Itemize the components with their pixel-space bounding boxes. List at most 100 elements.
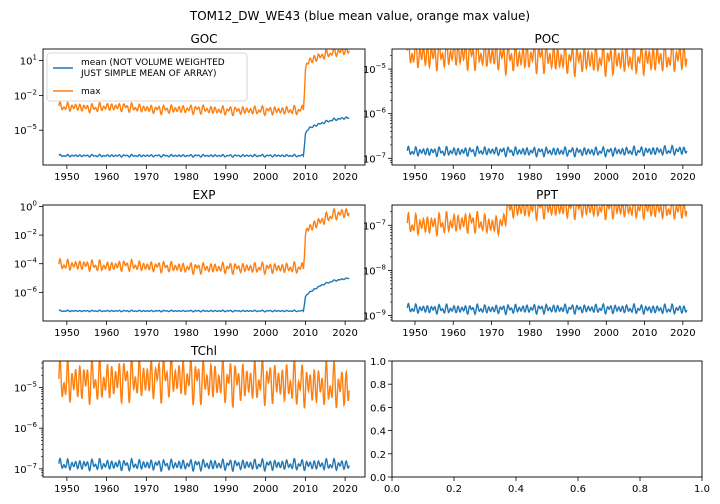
x-tick-label: 0.0 <box>384 484 400 495</box>
x-tick-label: 2010 <box>632 328 657 339</box>
legend-label-mean: mean (NOT VOLUME WEIGHTED <box>81 58 225 68</box>
x-tick-label: 1960 <box>441 328 466 339</box>
y-tick-label: 0.2 <box>370 450 386 461</box>
x-tick-label: 1950 <box>54 172 79 183</box>
x-tick-label: 0.6 <box>570 484 586 495</box>
legend-label-mean-2: JUST SIMPLE MEAN OF ARRAY) <box>80 69 217 79</box>
series-line-max <box>58 49 350 117</box>
x-tick-label: 1960 <box>94 484 119 495</box>
series-line-mean <box>58 457 350 473</box>
axes-frame <box>42 204 366 322</box>
y-tick-label: 100 <box>20 199 37 213</box>
x-tick-label: 1970 <box>479 172 504 183</box>
panel-exp: EXP 1950 1960 1970 1980 1990 2000 2010 2020 100 10… <box>14 188 366 339</box>
x-tick-label: 2010 <box>632 172 657 183</box>
x-tick-label: 1970 <box>134 484 159 495</box>
panel-title: PPT <box>536 188 558 202</box>
y-tick-label: 10−7 <box>363 218 386 232</box>
x-tick-label: 0.8 <box>632 484 648 495</box>
x-tick-label: 1960 <box>441 172 466 183</box>
panel-ppt: PPT 1950 1960 1970 1980 1990 2000 2010 2020 10−7 1… <box>363 188 703 339</box>
x-tick-label: 1950 <box>402 328 427 339</box>
series-line-max <box>58 207 350 276</box>
series-line-max <box>406 205 688 238</box>
y-tick-label: 101 <box>20 54 37 68</box>
x-tick-label: 1970 <box>134 172 159 183</box>
x-tick-label: 1990 <box>213 328 238 339</box>
x-tick-label: 1960 <box>94 328 119 339</box>
panel-title: GOC <box>190 32 217 46</box>
y-tick-label: 10−4 <box>14 257 38 271</box>
series-line-mean <box>406 302 688 316</box>
y-tick-label: 10−2 <box>14 228 37 242</box>
y-tick-label: 1.0 <box>370 357 386 368</box>
panel-title: TChl <box>190 344 217 358</box>
axes-frame <box>391 48 703 166</box>
y-tick-label: 10−7 <box>14 462 37 476</box>
x-tick-label: 2020 <box>332 328 357 339</box>
axes-frame <box>42 48 366 166</box>
y-tick-label: 10−5 <box>14 380 37 394</box>
y-tick-label: 0.8 <box>370 380 386 391</box>
series-line-max <box>58 361 350 409</box>
y-tick-label: 10−5 <box>14 123 37 137</box>
y-tick-label: 10−8 <box>363 263 386 277</box>
x-tick-label: 1990 <box>213 172 238 183</box>
x-tick-label: 1970 <box>134 328 159 339</box>
series-line-mean <box>406 144 688 158</box>
x-tick-label: 2020 <box>332 172 357 183</box>
y-tick-label: 0.0 <box>370 473 386 484</box>
panel-goc: GOC 1950 1960 1970 1980 1990 2000 2010 2020 101 10… <box>14 32 366 183</box>
figure-suptitle: TOM12_DW_WE43 (blue mean value, orange m… <box>189 9 530 23</box>
panel-tchl: TChl 1950 1960 1970 1980 1990 2000 2010 2020 10−5… <box>14 344 366 495</box>
axes-frame <box>391 360 703 478</box>
x-tick-label: 1950 <box>54 328 79 339</box>
legend-box <box>46 52 248 102</box>
panel-poc: POC 1950 1960 1970 1980 1990 2000 2010 2020 10−5 1… <box>363 32 703 183</box>
y-tick-label: 10−6 <box>14 421 38 435</box>
panel-title: EXP <box>192 188 215 202</box>
x-tick-label: 1950 <box>54 484 79 495</box>
x-tick-label: 1.0 <box>694 484 710 495</box>
y-tick-label: 0.6 <box>370 403 386 414</box>
x-tick-label: 1990 <box>555 172 580 183</box>
x-tick-label: 2020 <box>670 328 695 339</box>
x-tick-label: 2010 <box>293 172 318 183</box>
y-tick-label: 10−7 <box>363 151 386 165</box>
y-tick-label: 10−9 <box>363 309 386 323</box>
x-tick-label: 1980 <box>173 328 198 339</box>
y-tick-label: 10−6 <box>14 285 38 299</box>
x-tick-label: 0.2 <box>446 484 462 495</box>
x-tick-label: 1980 <box>517 172 542 183</box>
series-line-mean <box>58 116 350 158</box>
y-tick-label: 10−2 <box>14 88 37 102</box>
panel-title: POC <box>534 32 559 46</box>
x-tick-label: 1980 <box>173 484 198 495</box>
x-tick-label: 2010 <box>293 328 318 339</box>
x-tick-label: 1990 <box>555 328 580 339</box>
x-tick-label: 2000 <box>253 172 278 183</box>
x-tick-label: 2010 <box>293 484 318 495</box>
legend-label-max: max <box>81 87 101 97</box>
y-tick-label: 10−6 <box>363 107 387 121</box>
x-tick-label: 2020 <box>670 172 695 183</box>
x-tick-label: 2000 <box>594 328 619 339</box>
x-tick-label: 0.4 <box>508 484 524 495</box>
series-line-max <box>406 49 688 78</box>
x-tick-label: 2000 <box>594 172 619 183</box>
x-tick-label: 1980 <box>173 172 198 183</box>
x-tick-label: 2020 <box>332 484 357 495</box>
axes-frame <box>42 360 366 478</box>
x-tick-label: 1970 <box>479 328 504 339</box>
x-tick-label: 1990 <box>213 484 238 495</box>
x-tick-label: 1950 <box>402 172 427 183</box>
axes-frame <box>391 204 703 322</box>
x-tick-label: 2000 <box>253 328 278 339</box>
x-tick-label: 1980 <box>517 328 542 339</box>
x-tick-label: 1960 <box>94 172 119 183</box>
y-tick-label: 0.4 <box>370 427 386 438</box>
x-tick-label: 2000 <box>253 484 278 495</box>
y-tick-label: 10−5 <box>363 62 386 76</box>
series-line-mean <box>58 277 350 313</box>
